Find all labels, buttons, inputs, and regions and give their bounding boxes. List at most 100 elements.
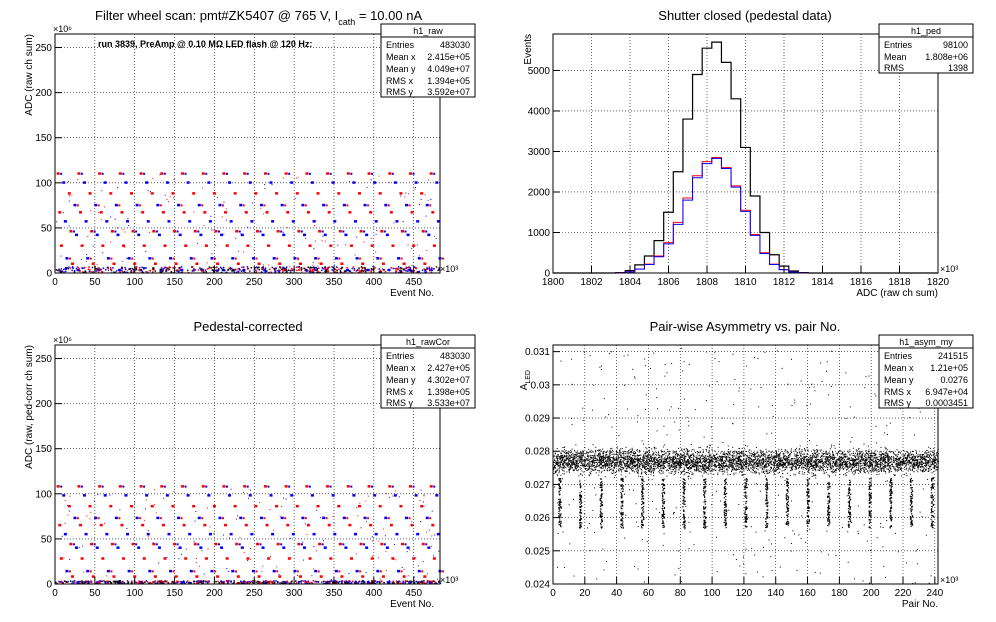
scatter-point	[433, 485, 436, 488]
scatter-point	[295, 580, 297, 582]
scatter-point	[835, 463, 837, 465]
scatter-point	[365, 269, 367, 271]
scatter-point	[562, 454, 564, 456]
scatter-point	[264, 270, 267, 273]
scatter-point	[882, 460, 884, 462]
scatter-point	[601, 466, 603, 468]
scatter-point	[762, 454, 764, 456]
scatter-point	[186, 181, 190, 184]
scatter-point	[309, 270, 311, 272]
scatter-point	[426, 249, 428, 251]
scatter-point	[128, 268, 130, 270]
scatter-point	[701, 455, 703, 457]
panel-pedestal-ylabel: Events	[523, 34, 534, 65]
scatter-point	[326, 582, 329, 584]
scatter-point	[75, 581, 77, 583]
scatter-point	[936, 454, 938, 456]
scatter-point	[68, 257, 71, 260]
scatter-point	[69, 510, 71, 512]
scatter-point	[301, 580, 303, 582]
scatter-point	[652, 471, 654, 473]
scatter-point	[310, 581, 313, 584]
scatter-point	[248, 582, 250, 584]
scatter-point	[815, 460, 817, 462]
scatter-point	[570, 461, 572, 463]
scatter-point	[737, 459, 739, 461]
scatter-point	[907, 470, 909, 472]
scatter-point	[79, 547, 81, 549]
scatter-point	[760, 463, 762, 465]
scatter-point	[430, 199, 432, 201]
scatter-point	[296, 269, 298, 272]
scatter-point	[725, 465, 727, 467]
scatter-point	[566, 455, 568, 457]
scatter-point	[781, 459, 783, 461]
x-tick-label: 0	[52, 588, 58, 599]
scatter-point	[169, 257, 173, 260]
scatter-point	[920, 469, 922, 471]
scatter-point	[859, 452, 861, 454]
scatter-point	[726, 468, 728, 470]
scatter-point	[647, 456, 649, 458]
scatter-point	[215, 244, 217, 246]
scatter-point	[436, 532, 440, 536]
scatter-point	[335, 271, 337, 273]
x-tick-label: 1818	[888, 277, 911, 288]
scatter-point	[839, 469, 841, 471]
scatter-point	[373, 181, 377, 184]
scatter-point	[267, 172, 270, 175]
scatter-point	[835, 469, 837, 471]
scatter-point	[355, 553, 357, 555]
scatter-point	[697, 451, 699, 453]
scatter-point	[926, 456, 928, 458]
scatter-point	[671, 469, 673, 471]
scatter-point	[567, 459, 569, 461]
scatter-point	[101, 271, 104, 273]
scatter-point	[877, 465, 879, 467]
scatter-point	[786, 467, 788, 469]
scatter-point	[431, 211, 435, 214]
scatter-point	[927, 454, 929, 456]
scatter-point	[188, 220, 192, 223]
scatter-point	[166, 181, 168, 183]
scatter-point	[743, 468, 745, 470]
scatter-point	[882, 456, 884, 458]
scatter-point	[135, 203, 139, 207]
scatter-point	[713, 464, 715, 466]
scatter-point	[601, 464, 603, 466]
scatter-point	[609, 457, 611, 459]
scatter-point	[87, 268, 90, 271]
scatter-point	[427, 580, 429, 582]
scatter-point	[344, 233, 348, 237]
scatter-point	[728, 457, 730, 459]
scatter-point	[435, 582, 437, 585]
scatter-point	[167, 220, 171, 223]
scatter-point	[370, 270, 373, 273]
scatter-point	[358, 267, 360, 269]
scatter-point	[607, 456, 609, 458]
scatter-point	[572, 463, 574, 465]
scatter-point	[819, 468, 821, 470]
y-tick-label: 200	[35, 399, 52, 410]
scatter-point	[873, 454, 875, 456]
scatter-point	[159, 581, 161, 583]
scatter-point	[109, 267, 112, 269]
scatter-point	[246, 244, 250, 247]
scatter-point	[384, 203, 388, 207]
scatter-point	[556, 469, 558, 471]
scatter-point	[178, 270, 180, 272]
scatter-point	[403, 269, 406, 271]
scatter-point	[778, 448, 780, 450]
scatter-point	[863, 458, 865, 460]
scatter-point	[153, 580, 156, 583]
scatter-point	[76, 204, 79, 207]
scatter-point	[767, 469, 769, 471]
scatter-point	[198, 581, 200, 584]
scatter-point	[404, 580, 407, 582]
scatter-point	[202, 187, 204, 189]
scatter-point	[163, 557, 167, 560]
scatter-point	[165, 580, 168, 583]
scatter-point	[635, 464, 637, 466]
scatter-point	[845, 462, 847, 464]
scatter-point	[579, 458, 581, 460]
